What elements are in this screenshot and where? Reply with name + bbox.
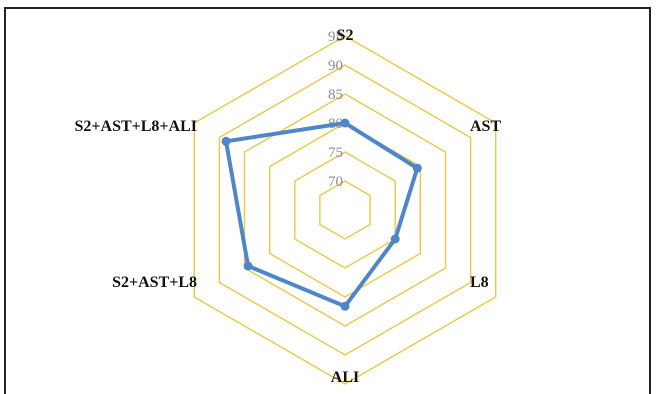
- axis-label-ali: ALI: [331, 369, 359, 386]
- axis-label-s2: S2: [337, 27, 354, 44]
- data-point-ali: [340, 301, 350, 311]
- grid-ring-85: [243, 93, 447, 327]
- tick-label-85: 85: [328, 87, 343, 103]
- chart-border-line: [4, 7, 651, 394]
- tick-label-95: 95: [328, 29, 343, 45]
- grid-ring-95: [193, 35, 497, 385]
- data-point-s2: [340, 118, 350, 128]
- tick-label-70: 70: [328, 174, 343, 190]
- tick-label-90: 90: [328, 58, 343, 74]
- axis-label-ast: AST: [470, 118, 501, 135]
- data-point-l8: [390, 234, 400, 244]
- radar-series: [221, 118, 422, 311]
- axis-label-l8: L8: [470, 274, 489, 291]
- grid-ring-70: [319, 180, 371, 240]
- tick-label-75: 75: [328, 145, 343, 161]
- grid-ring-90: [218, 64, 472, 356]
- chart-border: [4, 7, 651, 394]
- grid-ring-80: [269, 122, 421, 298]
- data-point-s2-plus-ast-plus-l8: [243, 261, 253, 271]
- data-point-s2-plus-ast-plus-l8-plus-ali: [221, 136, 231, 146]
- grid-ring-75: [294, 151, 396, 269]
- series-line: [224, 121, 420, 309]
- data-point-ast: [412, 163, 422, 173]
- axis-label-s2-plus-ast-plus-l8-plus-ali: S2+AST+L8+ALI: [75, 118, 198, 135]
- radar-axis-labels: S2 AST L8 ALI S2+AST+L8 S2+AST+L8+ALI: [75, 27, 502, 386]
- axis-label-s2-plus-ast-plus-l8: S2+AST+L8: [112, 274, 197, 291]
